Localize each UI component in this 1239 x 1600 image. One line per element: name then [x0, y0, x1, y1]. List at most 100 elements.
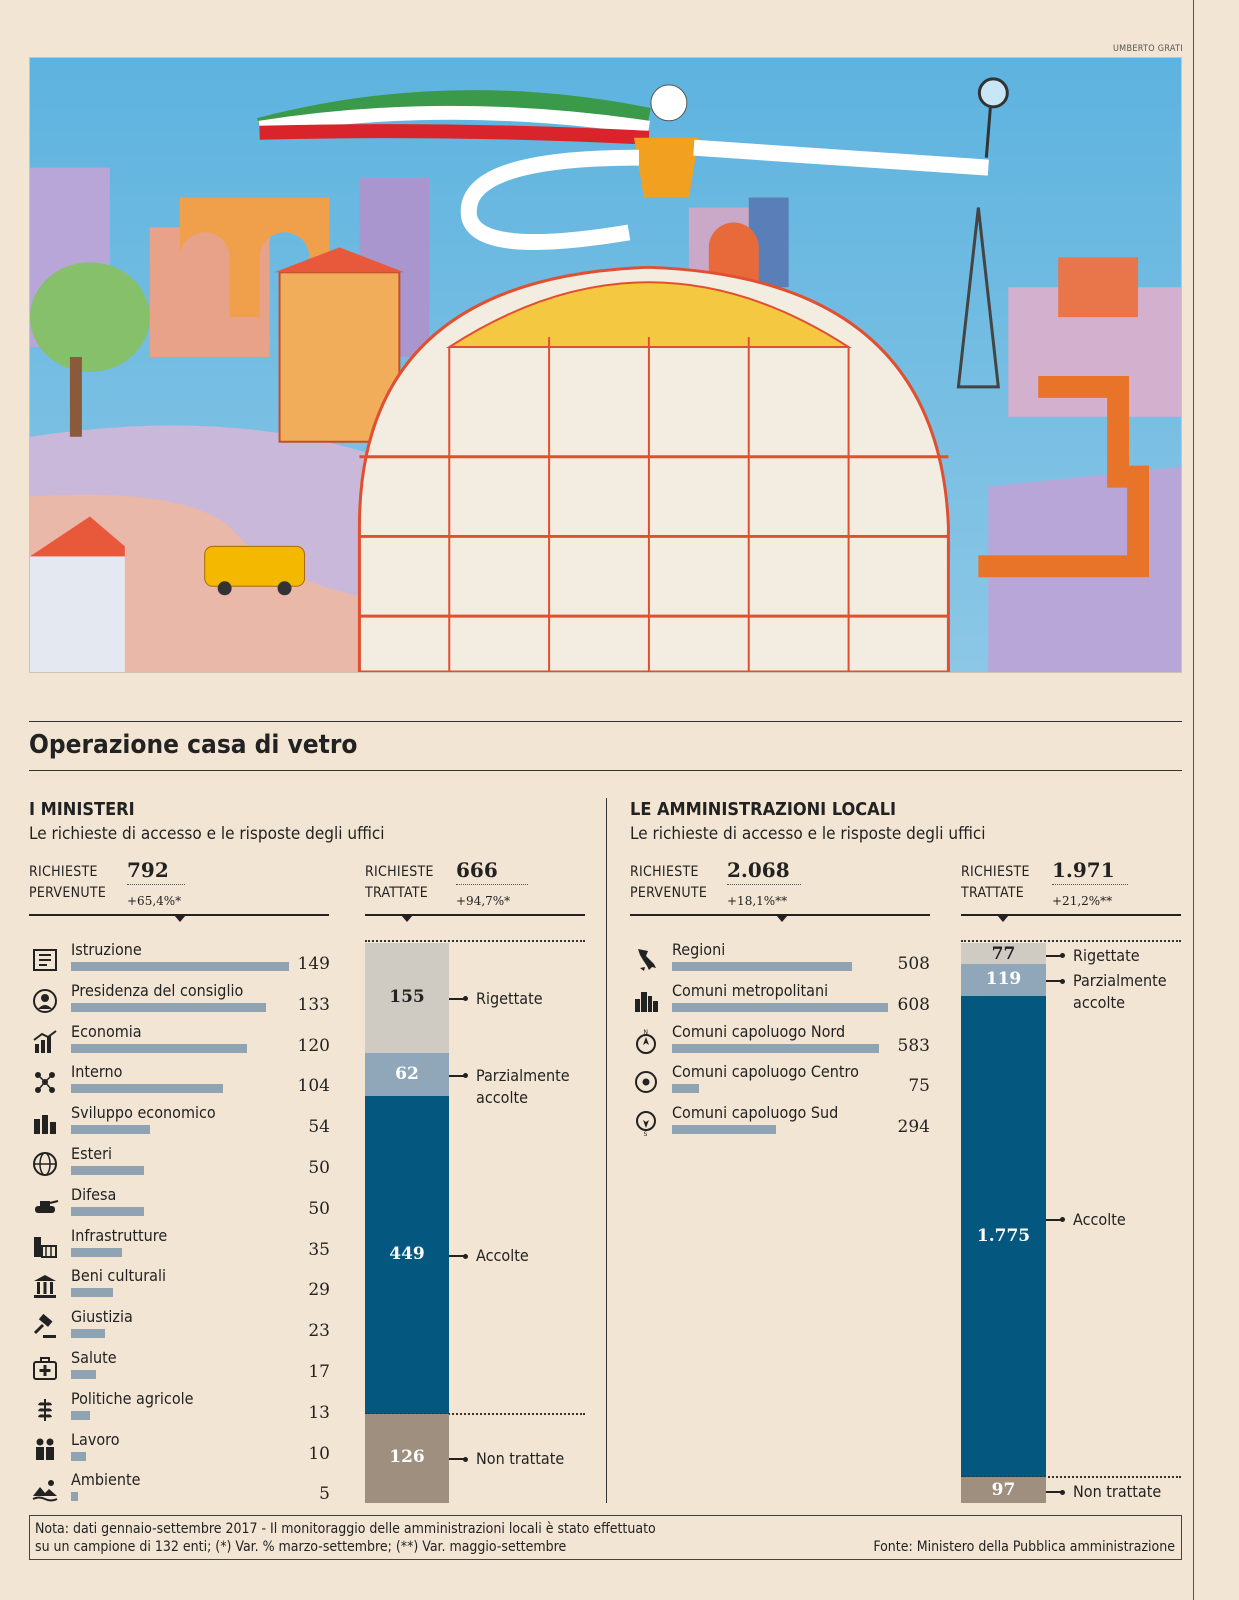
title-rule-bottom [29, 770, 1182, 771]
annotation-tick [1046, 980, 1064, 983]
stack-segment [961, 996, 1046, 1477]
annotation-label: Rigettate [476, 988, 543, 1008]
label-line: TRATTATE [961, 885, 1025, 901]
label-line: TRATTATE [365, 885, 429, 901]
people-network-icon [31, 1068, 59, 1096]
bar [672, 962, 853, 971]
bar-label: Economia [71, 1021, 142, 1041]
italy-map-icon [632, 946, 660, 974]
bar [71, 1329, 105, 1339]
annotation-dot [463, 1073, 468, 1078]
bar-label: Comuni capoluogo Centro [672, 1062, 859, 1082]
stack-top-dotline [961, 940, 1181, 942]
segment-value: 62 [395, 1063, 419, 1084]
bar [71, 1084, 224, 1094]
segment-value: 77 [991, 943, 1016, 964]
stack-segment [365, 943, 449, 1053]
bar-value: 29 [308, 1280, 330, 1301]
bar-value: 104 [297, 1076, 330, 1097]
segment-value: 449 [389, 1244, 425, 1265]
bar-value: 294 [897, 1117, 930, 1138]
ministeri-subtitle: Le richieste di accesso e le risposte de… [29, 824, 385, 844]
landscape-icon [31, 1476, 59, 1504]
locali-trattate-var: +21,2%** [1052, 894, 1113, 908]
locali-heading: LE AMMINISTRAZIONI LOCALI [630, 799, 897, 820]
footnote-box: Nota: dati gennaio-settembre 2017 - Il m… [29, 1515, 1182, 1560]
bar-label: Infrastrutture [71, 1225, 168, 1245]
stack-divider-dotline [365, 1412, 585, 1415]
bar-label: Comuni capoluogo Nord [672, 1021, 846, 1041]
ministeri-pervenute-var: +65,4%* [127, 894, 182, 908]
bar-value: 149 [297, 954, 330, 974]
page-title: Operazione casa di vetro [29, 730, 358, 760]
bar-value: 35 [308, 1239, 330, 1260]
svg-text:N: N [644, 1029, 649, 1036]
locali-trattate-value: 1.971 [1052, 858, 1128, 885]
gavel-icon [31, 1313, 59, 1341]
pointer-triangle [776, 915, 788, 922]
government-icon [31, 987, 59, 1015]
annotation-dot [1060, 978, 1065, 984]
bar-label: Regioni [672, 940, 726, 959]
bar-value: 23 [308, 1321, 330, 1342]
segment-value: 97 [991, 1480, 1016, 1501]
bar-label: Ambiente [71, 1470, 141, 1490]
footnote-line: Nota: dati gennaio-settembre 2017 - Il m… [35, 1521, 656, 1537]
annotation-label: Non trattate [1073, 1482, 1162, 1502]
bar-label: Comuni capoluogo Sud [672, 1103, 839, 1123]
annotation-label: Parzialmente accolte [476, 1065, 570, 1109]
bar [71, 1288, 114, 1298]
locali-subtitle: Le richieste di accesso e le risposte de… [630, 824, 986, 844]
ministeri-trattate-value: 666 [456, 858, 528, 885]
segment-value: 155 [389, 986, 425, 1007]
bar-label: Salute [71, 1348, 117, 1367]
workers-icon [31, 1436, 59, 1464]
stack-segment [365, 1052, 449, 1097]
bar-label: Politiche agricole [71, 1388, 194, 1408]
bar-value: 50 [308, 1198, 330, 1219]
annotation-line: accolte [476, 1087, 528, 1107]
annotation-dot [1060, 1217, 1065, 1223]
bar-value: 13 [308, 1402, 330, 1423]
locali-pervenute-var: +18,1%** [727, 894, 788, 908]
bar-value: 133 [297, 994, 330, 1015]
city-skyline-icon [632, 987, 660, 1015]
bar-value: 5 [319, 1484, 330, 1505]
bar-label: Giustizia [71, 1307, 133, 1327]
bar-value: 508 [897, 954, 930, 974]
bar [71, 1002, 266, 1012]
title-rule-top [29, 721, 1182, 722]
illustration-glass-house [29, 57, 1182, 673]
bar-label: Comuni metropolitani [672, 980, 829, 1000]
label-line: RICHIESTE [630, 864, 699, 880]
annotation-label: Rigettate [1073, 945, 1140, 965]
stack-top-dotline [365, 940, 585, 942]
bar [672, 1125, 777, 1135]
bar-value: 50 [308, 1158, 330, 1178]
bar [71, 1492, 79, 1502]
compass-south-icon: S [632, 1109, 660, 1138]
ministeri-pervenute-label: RICHIESTE PERVENUTE [29, 862, 106, 904]
bar-label: Lavoro [71, 1429, 120, 1449]
locali-pervenute-value: 2.068 [727, 858, 801, 885]
section-divider [606, 798, 607, 1503]
label-line: PERVENUTE [29, 885, 107, 901]
annotation-dot [463, 996, 468, 1002]
segment-value: 119 [985, 969, 1022, 990]
source-credit: Fonte: Ministero della Pubblica amminist… [873, 1539, 1175, 1555]
bar [71, 1043, 247, 1053]
stack-segment [365, 1413, 449, 1503]
pointer-triangle [174, 915, 186, 922]
annotation-label: Accolte [476, 1246, 529, 1266]
medical-kit-icon [31, 1354, 59, 1382]
bar [71, 1125, 150, 1135]
bar-value: 54 [308, 1117, 330, 1138]
bar [71, 1206, 145, 1216]
bar-value: 583 [897, 1035, 930, 1056]
ministeri-trattate-var: +94,7%* [456, 894, 511, 908]
compass-north-icon: N [632, 1028, 660, 1056]
ministeri-trattate-underline [365, 914, 585, 916]
footnote-text: Nota: dati gennaio-settembre 2017 - Il m… [35, 1520, 656, 1556]
bar-label: Difesa [71, 1184, 117, 1204]
annotation-label: Accolte [1073, 1209, 1126, 1229]
